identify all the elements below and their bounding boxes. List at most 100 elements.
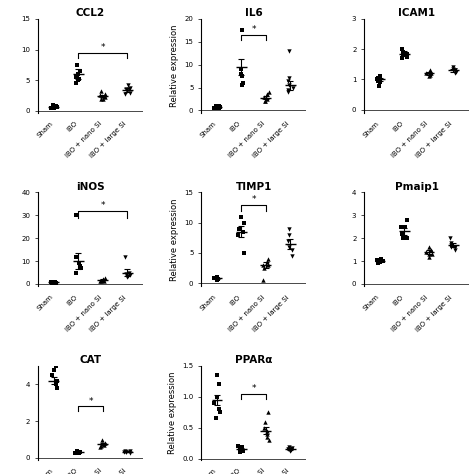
Point [264, 261, 272, 269]
Point [374, 74, 382, 82]
Point [427, 67, 434, 74]
Point [124, 82, 131, 89]
Point [210, 104, 218, 112]
Point [285, 47, 292, 55]
Point [263, 430, 271, 438]
Point [98, 442, 105, 450]
Point [451, 244, 459, 251]
Point [240, 219, 248, 227]
Point [123, 270, 130, 277]
Point [75, 449, 83, 456]
Text: *: * [251, 25, 256, 34]
Point [237, 213, 245, 220]
Point [48, 279, 56, 287]
Text: *: * [100, 201, 105, 210]
Point [452, 67, 459, 74]
Title: Pmaip1: Pmaip1 [395, 182, 438, 191]
Point [290, 84, 297, 91]
Point [260, 424, 268, 431]
Point [74, 76, 82, 84]
Point [216, 381, 223, 388]
Point [238, 82, 246, 89]
Point [121, 253, 129, 260]
Point [121, 90, 128, 98]
Point [213, 393, 221, 401]
Point [401, 223, 409, 230]
Point [215, 275, 222, 283]
Point [72, 80, 79, 87]
Point [425, 68, 433, 76]
Point [99, 275, 107, 283]
Point [96, 277, 103, 284]
Point [213, 372, 221, 379]
Point [376, 79, 384, 86]
Point [262, 98, 269, 105]
Title: CAT: CAT [80, 355, 101, 365]
Point [126, 271, 134, 279]
Point [52, 279, 59, 286]
Point [50, 279, 58, 286]
Point [48, 372, 56, 379]
Point [264, 433, 271, 441]
Point [451, 70, 458, 77]
Point [125, 272, 132, 280]
Point [398, 46, 406, 53]
Text: *: * [88, 397, 93, 406]
Point [73, 253, 80, 260]
Point [50, 366, 57, 374]
Text: *: * [100, 43, 105, 52]
Point [374, 260, 382, 267]
Point [47, 104, 55, 112]
Point [99, 92, 106, 100]
Point [288, 446, 295, 454]
Point [98, 95, 105, 102]
Point [239, 79, 247, 87]
Point [72, 73, 79, 81]
Point [76, 448, 84, 456]
Point [76, 260, 83, 267]
Title: TIMP1: TIMP1 [236, 182, 272, 191]
Point [428, 70, 435, 77]
Point [378, 255, 385, 263]
Point [284, 237, 292, 245]
Point [426, 244, 433, 251]
Point [285, 82, 292, 89]
Title: ICAM1: ICAM1 [398, 8, 435, 18]
Title: IL6: IL6 [245, 8, 263, 18]
Point [100, 277, 108, 285]
Text: *: * [251, 195, 256, 204]
Point [53, 103, 61, 110]
Point [376, 73, 384, 80]
Point [237, 446, 244, 453]
Point [213, 103, 221, 111]
Point [284, 77, 292, 84]
Point [122, 86, 129, 93]
Point [210, 399, 218, 407]
Point [285, 444, 293, 451]
Point [126, 84, 134, 91]
Point [399, 52, 407, 59]
Point [284, 88, 292, 96]
Point [398, 223, 405, 230]
Point [52, 102, 59, 110]
Point [373, 76, 381, 83]
Point [124, 273, 131, 281]
Y-axis label: Relative expression: Relative expression [167, 372, 176, 454]
Point [215, 405, 222, 413]
Point [77, 264, 85, 272]
Point [50, 105, 58, 112]
Point [213, 274, 220, 282]
Point [263, 258, 271, 266]
Point [285, 74, 293, 82]
Point [379, 257, 386, 265]
Point [261, 98, 269, 105]
Point [265, 436, 273, 444]
Point [285, 243, 293, 251]
Point [216, 409, 224, 416]
Point [101, 90, 109, 98]
Point [76, 262, 84, 270]
Point [97, 88, 105, 95]
Point [374, 77, 382, 85]
Point [98, 436, 106, 443]
Point [239, 447, 247, 455]
